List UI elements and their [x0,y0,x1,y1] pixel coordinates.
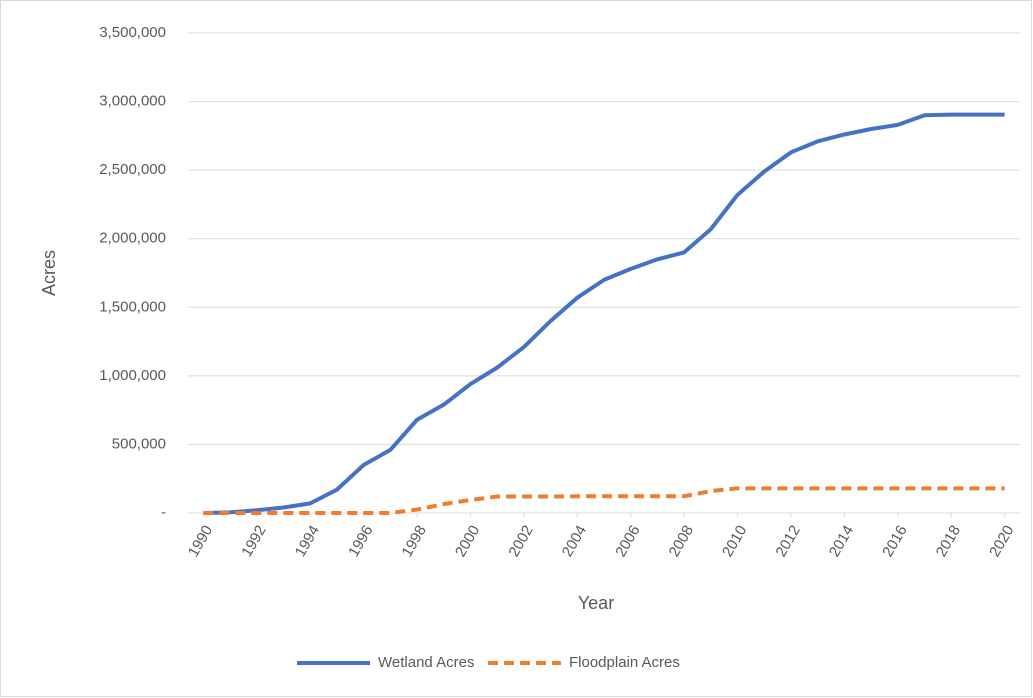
y-tick-label: 1,000,000 [99,367,166,384]
data-line [203,112,1005,515]
y-tick-label: 1,500,000 [99,298,166,315]
y-axis-label: Acres [39,250,59,296]
y-tick-label: - [161,504,166,521]
data-line [203,486,1005,515]
y-tick-label: 2,000,000 [99,230,166,247]
legend-label: Wetland Acres [378,654,474,671]
y-tick-label: 3,500,000 [99,24,166,41]
y-tick-label: 2,500,000 [99,161,166,178]
y-tick-label: 500,000 [112,435,166,452]
y-tick-label: 3,000,000 [99,93,166,110]
x-axis-label: Year [578,593,614,613]
legend-label: Floodplain Acres [569,654,680,671]
